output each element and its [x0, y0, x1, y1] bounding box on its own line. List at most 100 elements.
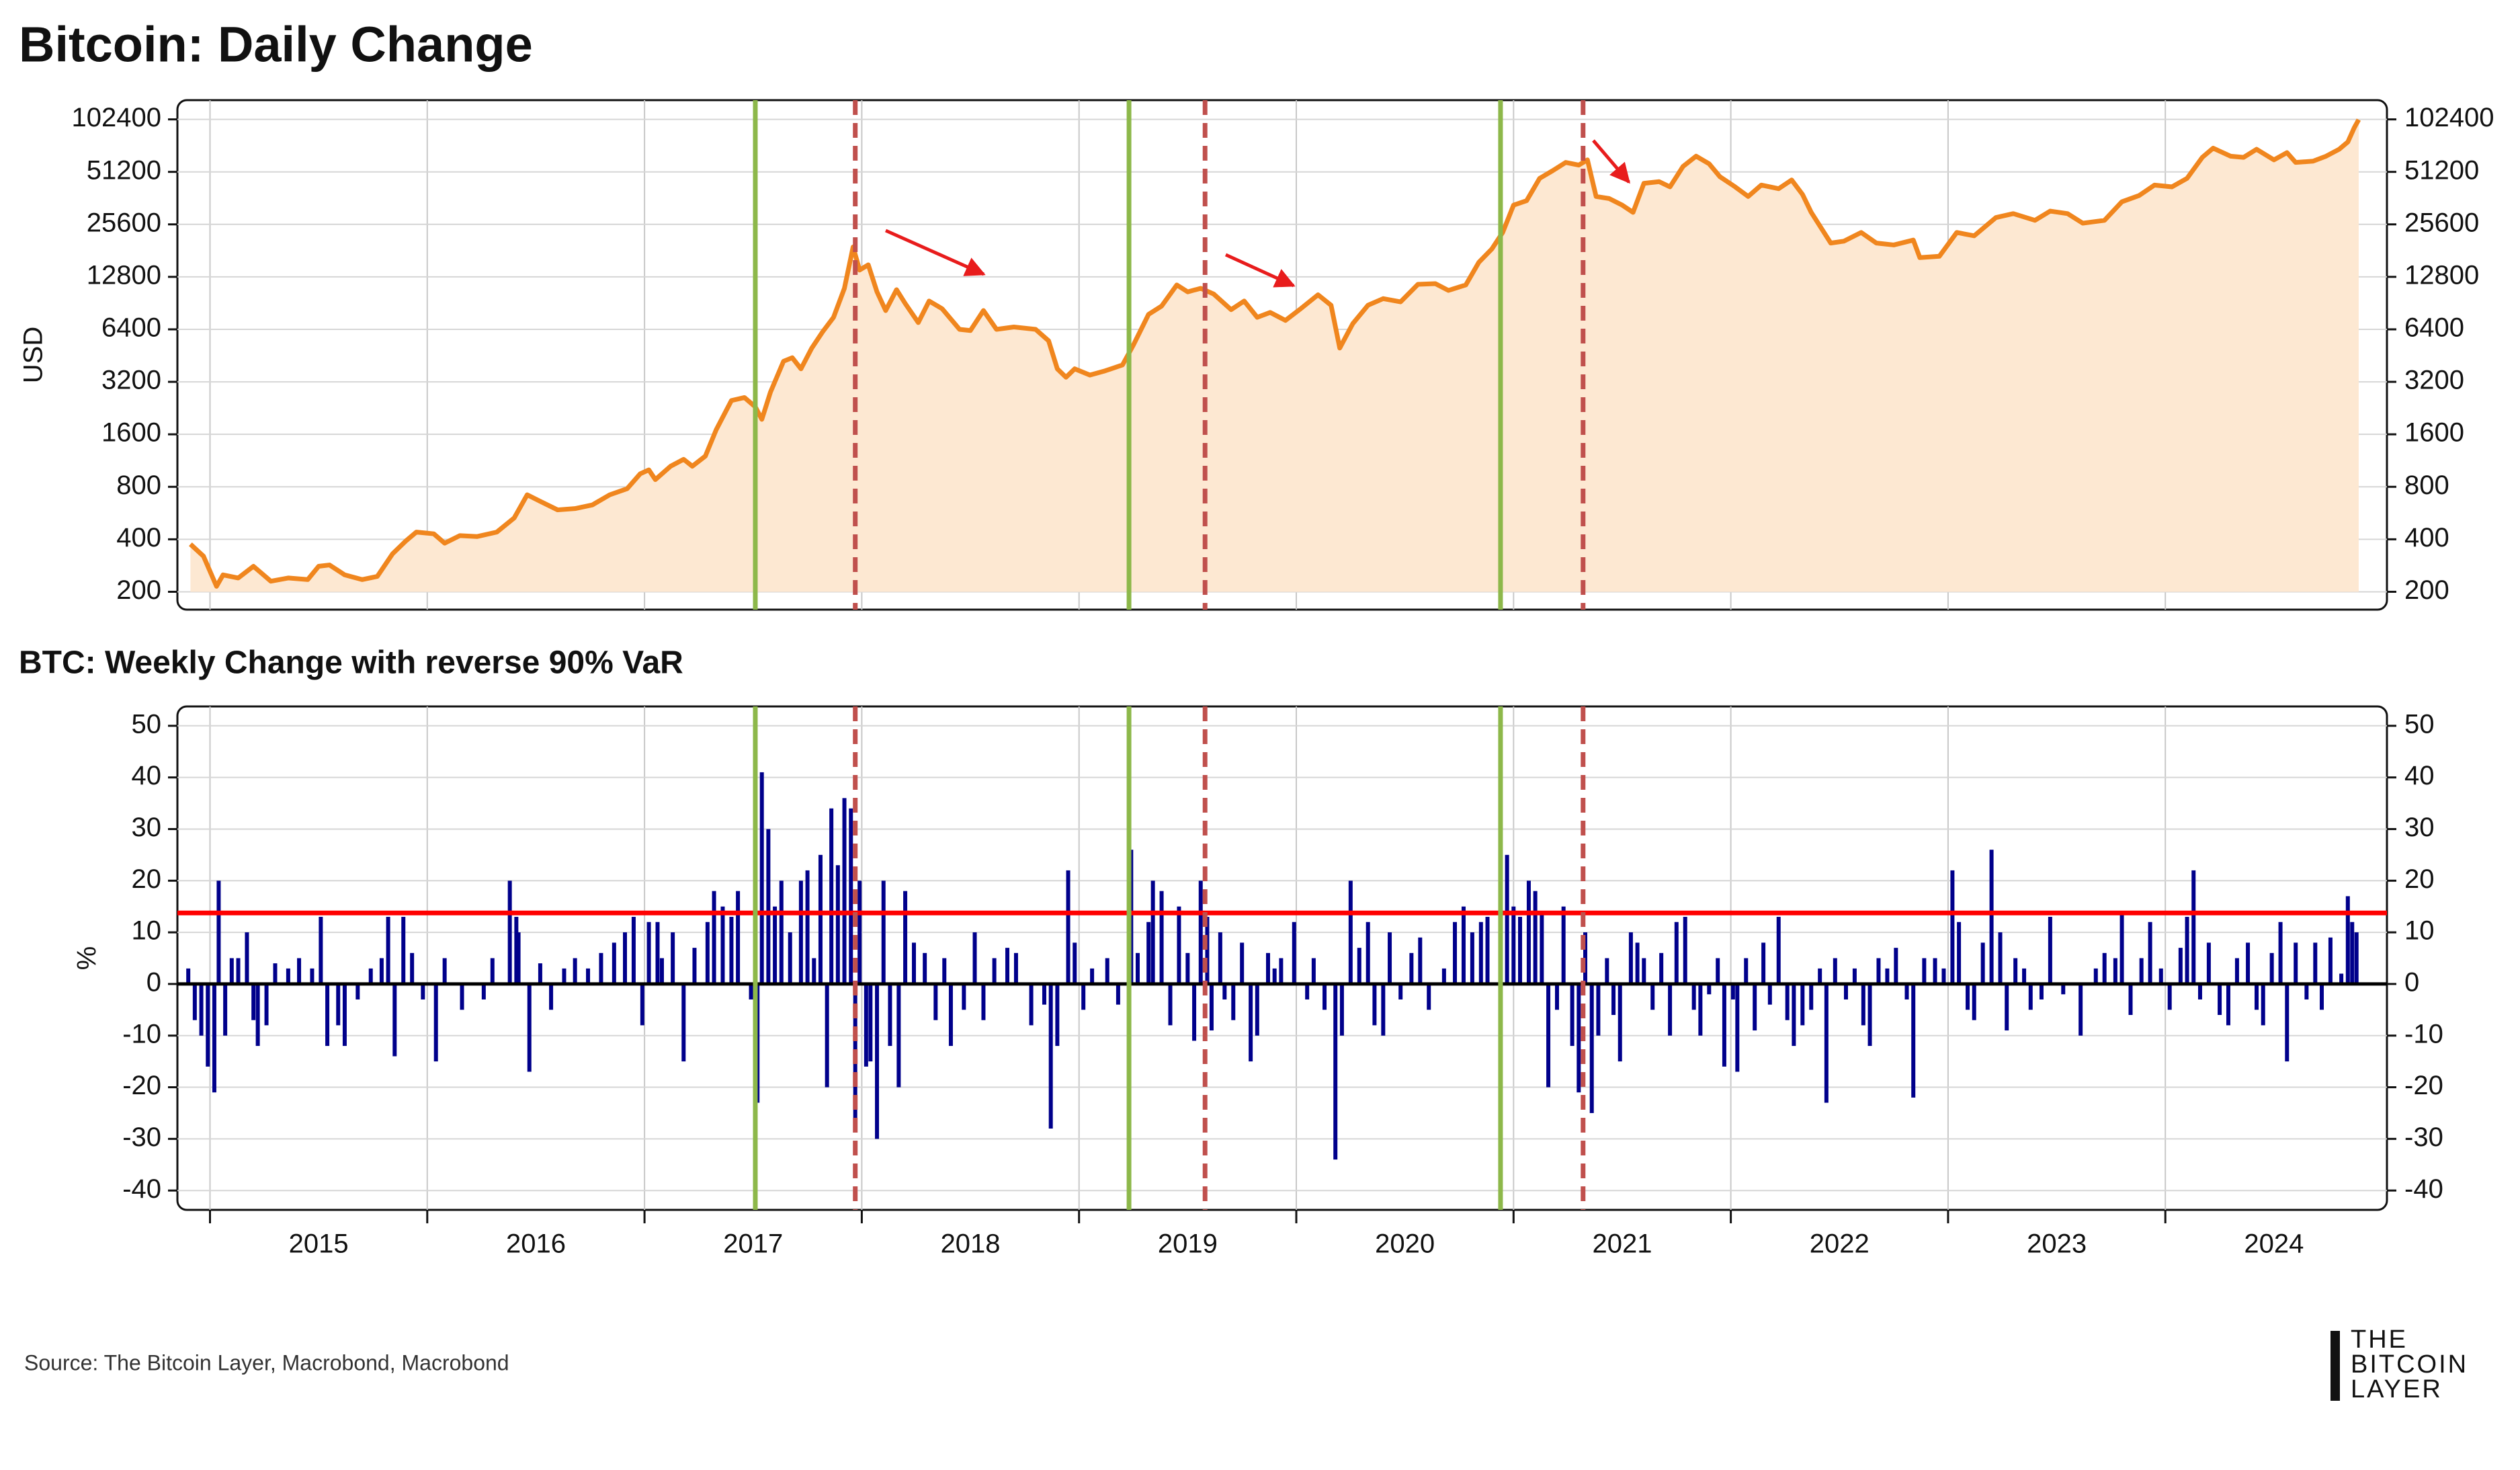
- y-tick-label: 200: [116, 575, 161, 605]
- bar: [229, 958, 234, 984]
- bar: [1989, 850, 1994, 984]
- bar: [1427, 983, 1431, 1010]
- x-tick-label: 2015: [289, 1229, 349, 1259]
- y2-tick-label: -20: [2404, 1071, 2443, 1100]
- bar: [1311, 958, 1316, 984]
- bar: [1478, 922, 1483, 984]
- bar: [2005, 983, 2009, 1031]
- bar: [355, 983, 360, 999]
- bar: [1966, 983, 1970, 1010]
- bar: [2185, 917, 2189, 984]
- y2-tick-label: 51200: [2404, 155, 2479, 185]
- bar: [2313, 942, 2318, 984]
- bar: [1618, 983, 1622, 1062]
- bar: [942, 958, 947, 984]
- annotation-arrow: [884, 229, 986, 276]
- y2-tick-label: -40: [2404, 1174, 2443, 1204]
- bar: [1650, 983, 1655, 1010]
- bar: [2013, 958, 2018, 984]
- x-tick-label: 2018: [941, 1229, 1001, 1259]
- bar: [2167, 983, 2172, 1010]
- y2-tick-label: 25600: [2404, 208, 2479, 237]
- bar: [1792, 983, 1796, 1047]
- bar: [1941, 968, 1946, 984]
- y-tick-label: -20: [122, 1071, 161, 1100]
- bar: [2261, 983, 2265, 1026]
- y-tick-label: 25600: [87, 208, 161, 237]
- y-tick-label: 6400: [101, 313, 161, 343]
- logo-text: LAYER: [2351, 1375, 2443, 1403]
- bar: [1150, 881, 1155, 984]
- bar: [631, 917, 636, 984]
- annotation-arrow: [1224, 253, 1296, 288]
- logo-text: THE: [2351, 1325, 2408, 1354]
- bar: [1668, 983, 1673, 1036]
- bar: [2278, 922, 2283, 984]
- x-tick-label: 2022: [1810, 1229, 1870, 1259]
- bar: [2269, 952, 2274, 984]
- bar: [1767, 983, 1772, 1005]
- bar: [2078, 983, 2083, 1036]
- bar: [1735, 983, 1740, 1072]
- bar: [1339, 983, 1344, 1036]
- bar: [481, 983, 486, 999]
- y-tick-label: 1600: [101, 418, 161, 448]
- bar: [1876, 958, 1881, 984]
- bar: [981, 983, 986, 1020]
- bar: [857, 881, 862, 984]
- bar: [336, 983, 341, 1026]
- chart: 2015 2016 2017 2018 2019 2020 2021 2022 2023 2024…: [73, 705, 2443, 1259]
- bar: [1255, 983, 1259, 1036]
- bar: [1511, 906, 1516, 984]
- bar: [1589, 983, 1594, 1113]
- bar: [2218, 983, 2222, 1016]
- bar: [825, 983, 829, 1088]
- bar: [2093, 968, 2098, 984]
- bar: [2022, 968, 2027, 984]
- bar: [766, 829, 771, 984]
- bar: [1761, 942, 1766, 984]
- bar: [868, 983, 873, 1062]
- bar: [659, 958, 664, 984]
- bar: [1249, 983, 1253, 1062]
- bar: [1596, 983, 1601, 1036]
- bar: [507, 881, 512, 984]
- source: Source: The Bitcoin Layer, Macrobond, Ma…: [24, 1350, 509, 1375]
- bar: [599, 952, 603, 984]
- bar: [490, 958, 495, 984]
- bar: [1222, 983, 1227, 999]
- bar: [1185, 952, 1190, 984]
- bar: [912, 942, 916, 984]
- bar: [1105, 958, 1109, 984]
- chart: 200 200 400 400 800 800 1600 1600 3200 3200 6400 64…: [19, 99, 2494, 611]
- bar: [1348, 881, 1353, 984]
- bar: [192, 983, 197, 1020]
- bar: [712, 891, 716, 984]
- bar: [368, 968, 373, 984]
- annotation-arrow: [1592, 139, 1630, 184]
- y-tick-label: 12800: [87, 260, 161, 290]
- y2-tick-label: 30: [2404, 813, 2435, 842]
- bar: [1683, 917, 1687, 984]
- bar: [562, 968, 566, 984]
- bar: [1398, 983, 1403, 999]
- bar: [1357, 948, 1361, 984]
- bar: [2102, 952, 2107, 984]
- bar: [875, 983, 880, 1139]
- y2-tick-label: 12800: [2404, 260, 2479, 290]
- bar: [1029, 983, 1034, 1026]
- bar: [1753, 983, 1757, 1031]
- bar: [829, 808, 834, 984]
- bar: [1809, 983, 1814, 1010]
- bar: [1852, 968, 1857, 984]
- bar: [1218, 932, 1222, 984]
- y2-tick-label: 200: [2404, 575, 2449, 605]
- bar: [1691, 983, 1696, 1010]
- bar: [2178, 948, 2183, 984]
- bar: [1554, 983, 1559, 1010]
- bar: [255, 983, 260, 1047]
- bar: [1042, 983, 1046, 1005]
- bar: [1090, 968, 1095, 984]
- y-tick-label: 10: [132, 916, 162, 946]
